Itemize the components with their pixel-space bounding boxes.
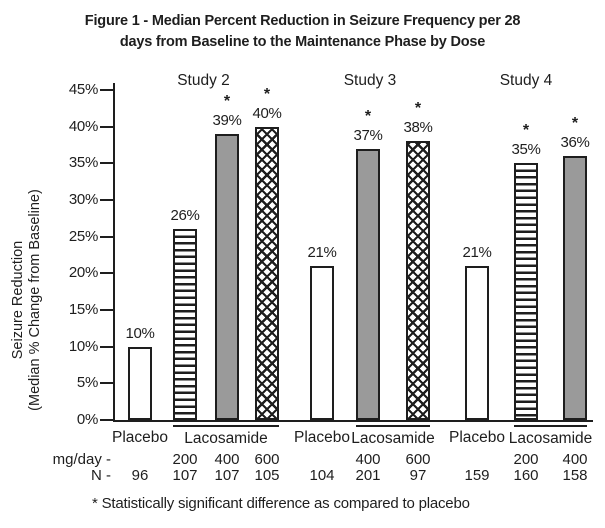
y-tick-mark (100, 235, 114, 238)
y-tick-mark (100, 309, 114, 311)
n-row-label: N - (91, 467, 111, 484)
bar (563, 156, 587, 420)
y-tick-mark (100, 199, 114, 201)
y-tick-label: 30% (68, 191, 98, 208)
n-value: 96 (131, 467, 149, 484)
placebo-group-label: Placebo (111, 429, 168, 446)
bar (128, 346, 152, 420)
bar (255, 126, 279, 420)
bar (465, 266, 489, 420)
n-value: 107 (214, 467, 240, 484)
bar-value-label: 37% (353, 126, 383, 144)
study-label: Study 4 (499, 72, 553, 89)
dose-value: 200 (172, 451, 198, 468)
y-tick-mark (100, 345, 114, 348)
significance-star: * (263, 85, 271, 103)
n-value: 105 (254, 467, 280, 484)
x-axis-line (113, 420, 593, 422)
significance-star: * (571, 115, 579, 132)
y-tick-label: 25% (68, 227, 98, 245)
placebo-group-label: Placebo (293, 429, 350, 446)
significance-star: * (223, 93, 231, 110)
study-label: Study 3 (343, 72, 397, 89)
y-tick-mark (100, 382, 114, 385)
lacosamide-bracket (356, 425, 430, 427)
significance-star: * (364, 107, 372, 125)
dose-row-label: mg/day - (52, 451, 111, 468)
lacosamide-bracket (514, 425, 587, 427)
bar (310, 266, 334, 420)
y-axis-line (113, 83, 115, 422)
bar-value-label: 38% (403, 119, 433, 137)
bar-value-label: 35% (511, 141, 541, 159)
placebo-group-label: Placebo (448, 429, 505, 446)
bar (173, 229, 197, 420)
bar (356, 148, 380, 420)
footnote: * Statistically significant difference a… (92, 495, 470, 512)
bar (406, 141, 430, 420)
bar-value-label: 36% (560, 134, 590, 151)
bar-value-label: 26% (170, 207, 200, 225)
y-tick-label: 15% (68, 301, 98, 318)
n-value: 201 (355, 467, 381, 484)
dose-value: 400 (214, 451, 240, 468)
dose-value: 400 (355, 451, 381, 468)
bar (215, 134, 239, 420)
figure-title: Figure 1 - Median Percent Reduction in S… (0, 11, 605, 53)
y-tick-mark (100, 89, 114, 91)
bar (514, 163, 538, 420)
figure-title-line-2: days from Baseline to the Maintenance Ph… (119, 34, 486, 50)
n-value: 97 (409, 467, 427, 484)
bar-value-label: 21% (307, 244, 337, 261)
n-value: 107 (172, 467, 198, 484)
y-tick-label: 35% (68, 154, 98, 172)
lacosamide-group-label: Lacosamide (508, 430, 593, 447)
n-value: 104 (309, 467, 335, 484)
bar-value-label: 10% (125, 324, 155, 342)
dose-value: 600 (405, 451, 431, 468)
lacosamide-group-label: Lacosamide (351, 430, 435, 447)
significance-star: * (414, 100, 422, 118)
y-tick-label: 45% (68, 81, 98, 98)
y-tick-label: 5% (76, 374, 98, 392)
y-tick-mark (100, 272, 114, 275)
y-tick-mark (100, 125, 114, 128)
y-tick-label: 20% (68, 264, 98, 282)
y-tick-label: 10% (68, 337, 98, 355)
n-value: 158 (562, 467, 588, 484)
n-value: 160 (513, 467, 539, 484)
bar-value-label: 21% (462, 244, 492, 261)
lacosamide-group-label: Lacosamide (184, 430, 268, 447)
dose-value: 600 (254, 451, 280, 468)
lacosamide-bracket (173, 425, 279, 427)
figure-title-line-1: Figure 1 - Median Percent Reduction in S… (84, 13, 521, 29)
y-tick-mark (100, 419, 114, 421)
n-value: 159 (464, 467, 490, 484)
y-tick-label: 0% (76, 411, 98, 428)
bar-value-label: 40% (252, 104, 282, 122)
dose-value: 400 (562, 451, 588, 468)
significance-star: * (522, 122, 530, 140)
dose-value: 200 (513, 451, 539, 468)
y-tick-label: 40% (68, 117, 98, 135)
y-tick-mark (100, 162, 114, 165)
bar-value-label: 39% (212, 112, 242, 129)
study-label: Study 2 (177, 72, 230, 89)
